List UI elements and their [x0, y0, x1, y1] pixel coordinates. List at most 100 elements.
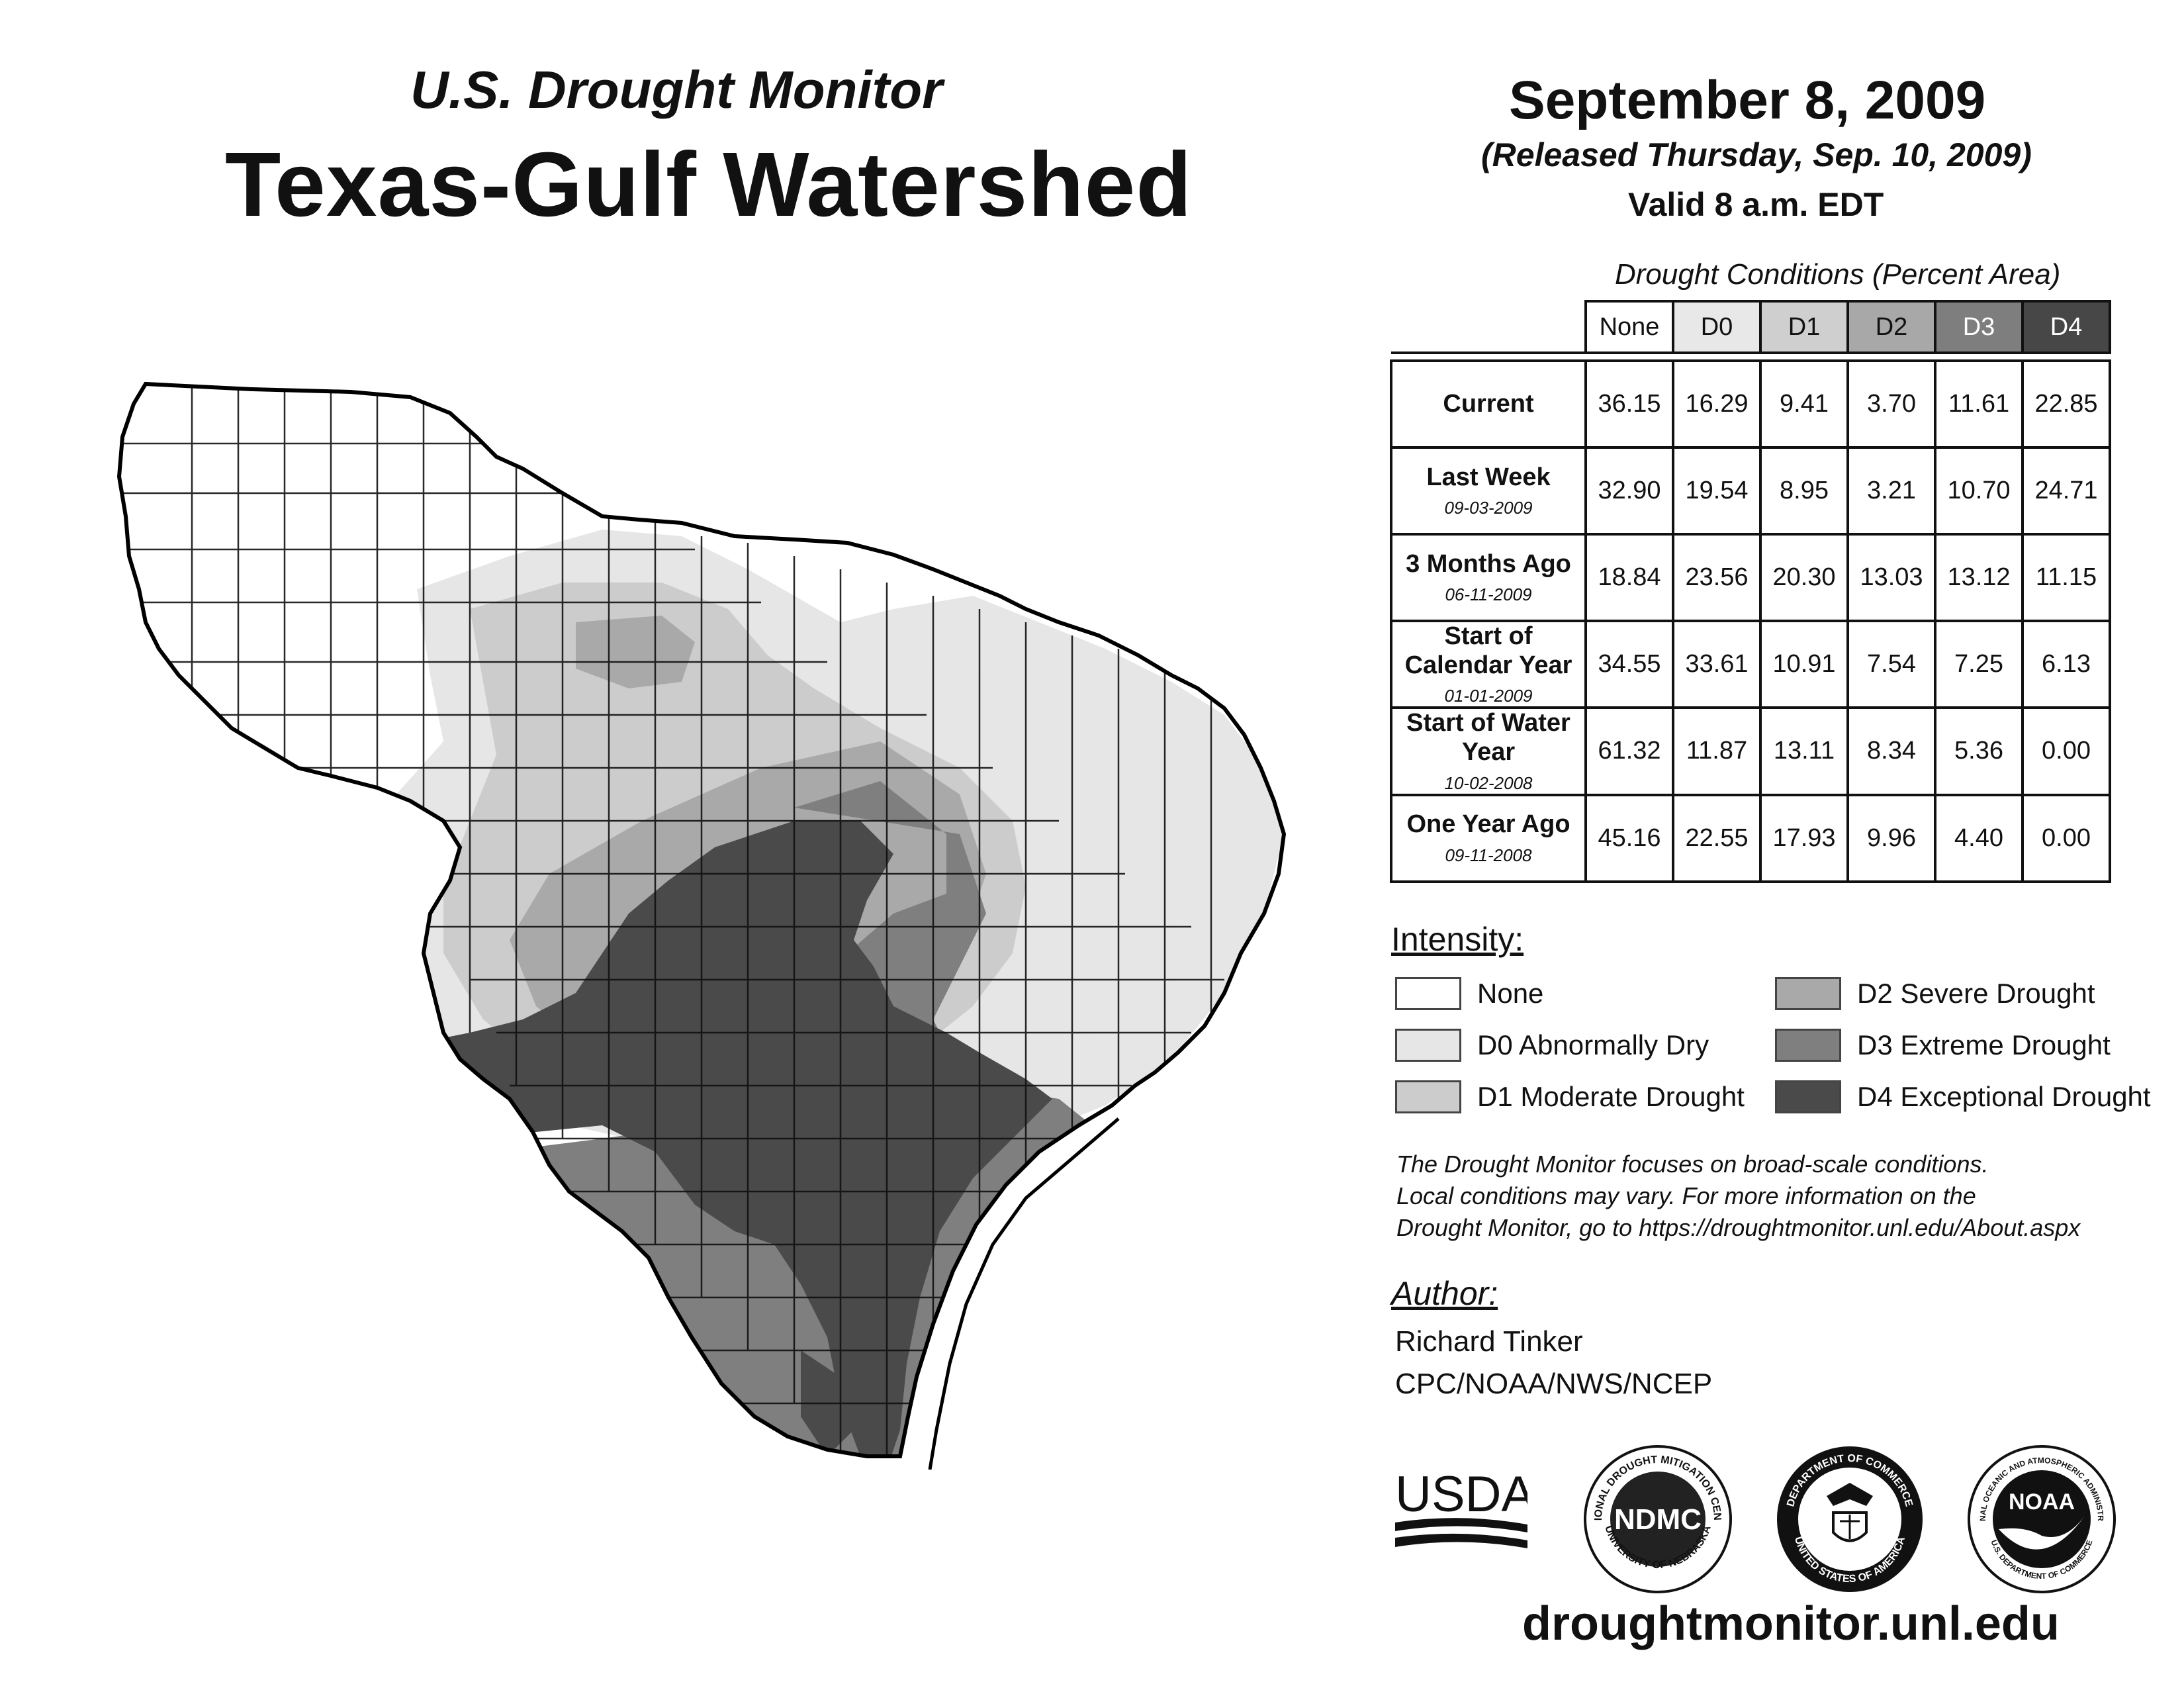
conditions-table: None D0 D1 D2 D3 D4 Current 36.15 16.29 … — [1390, 300, 2111, 883]
cell-value: 18.84 — [1584, 533, 1674, 622]
cell-value: 10.91 — [1759, 619, 1849, 710]
cell-value: 13.11 — [1759, 706, 1849, 796]
row-label: 3 Months Ago 06-11-2009 — [1390, 533, 1587, 622]
cell-value: 5.36 — [1934, 706, 2024, 796]
site-url[interactable]: droughtmonitor.unl.edu — [1522, 1597, 2060, 1650]
col-none: None — [1584, 300, 1674, 354]
row-label: Last Week 09-03-2009 — [1390, 446, 1587, 536]
row-date: 10-02-2008 — [1444, 773, 1533, 793]
row-label: Start of Calendar Year 01-01-2009 — [1390, 619, 1587, 710]
cell-value: 3.70 — [1846, 359, 1936, 449]
table-row: Current 36.15 16.29 9.41 3.70 11.61 22.8… — [1390, 359, 2111, 449]
cell-value: 22.85 — [2021, 359, 2111, 449]
valid-date: September 8, 2009 — [1509, 70, 1986, 130]
cell-value: 0.00 — [2021, 793, 2111, 883]
cell-value: 13.03 — [1846, 533, 1936, 622]
cell-value: 9.96 — [1846, 793, 1936, 883]
legend-swatch — [1775, 977, 1841, 1010]
row-date: 06-11-2009 — [1445, 585, 1532, 605]
legend-label: D2 Severe Drought — [1857, 978, 2095, 1009]
legend-item-d3: D3 Extreme Drought — [1775, 1027, 2111, 1063]
row-date: 09-11-2008 — [1445, 845, 1532, 865]
cell-value: 45.16 — [1584, 793, 1674, 883]
release-date: (Released Thursday, Sep. 10, 2009) — [1481, 136, 2032, 173]
cell-value: 20.30 — [1759, 533, 1849, 622]
cell-value: 8.34 — [1846, 706, 1936, 796]
noaa-text: NOAA — [2009, 1489, 2075, 1515]
col-d1: D1 — [1759, 300, 1849, 354]
cell-value: 7.54 — [1846, 619, 1936, 710]
row-date: 01-01-2009 — [1444, 686, 1533, 706]
ndmc-logo: NATIONAL DROUGHT MITIGATION CENTER UNIVE… — [1582, 1443, 1732, 1593]
shield-icon — [1832, 1511, 1868, 1542]
cell-value: 22.55 — [1672, 793, 1762, 883]
eagle-icon — [1827, 1483, 1873, 1506]
legend-label: None — [1477, 978, 1544, 1009]
row-date: 09-03-2009 — [1444, 498, 1533, 518]
note-line: Drought Monitor, go to https://droughtmo… — [1396, 1214, 2081, 1241]
cell-value: 4.40 — [1934, 793, 2024, 883]
author-block: Richard Tinker CPC/NOAA/NWS/NCEP — [1395, 1321, 1712, 1405]
author-heading: Author: — [1391, 1275, 1498, 1312]
legend-item-d1: D1 Moderate Drought — [1395, 1079, 1745, 1115]
col-d2: D2 — [1846, 300, 1936, 354]
cell-value: 33.61 — [1672, 619, 1762, 710]
cell-value: 11.61 — [1934, 359, 2024, 449]
cell-value: 11.87 — [1672, 706, 1762, 796]
cell-value: 61.32 — [1584, 706, 1674, 796]
map-subtitle: U.S. Drought Monitor — [410, 60, 943, 119]
cell-value: 9.41 — [1759, 359, 1849, 449]
author-name: Richard Tinker — [1395, 1325, 1583, 1358]
cell-value: 34.55 — [1584, 619, 1674, 710]
legend-item-none: None — [1395, 976, 1543, 1011]
usda-text: USDA — [1395, 1466, 1527, 1523]
table-header-row: None D0 D1 D2 D3 D4 — [1391, 300, 2111, 354]
legend-item-d0: D0 Abnormally Dry — [1395, 1027, 1709, 1063]
legend-swatch — [1775, 1029, 1841, 1062]
legend-label: D1 Moderate Drought — [1477, 1081, 1745, 1112]
legend-label: D4 Exceptional Drought — [1857, 1081, 2151, 1112]
legend-swatch — [1395, 977, 1461, 1010]
doc-seal-logo: DEPARTMENT OF COMMERCE UNITED STATES OF … — [1777, 1446, 1923, 1592]
cell-value: 16.29 — [1672, 359, 1762, 449]
table-row: Start of Calendar Year 01-01-2009 34.55 3… — [1390, 619, 2111, 710]
col-d0: D0 — [1672, 300, 1762, 354]
note-line: Local conditions may vary. For more info… — [1396, 1182, 1976, 1209]
row-label: One Year Ago 09-11-2008 — [1390, 793, 1587, 883]
cell-value: 36.15 — [1584, 359, 1674, 449]
legend-item-d2: D2 Severe Drought — [1775, 976, 2095, 1011]
row-label: Start of Water Year 10-02-2008 — [1390, 706, 1587, 796]
author-org: CPC/NOAA/NWS/NCEP — [1395, 1368, 1713, 1400]
legend-swatch — [1395, 1029, 1461, 1062]
table-row: One Year Ago 09-11-2008 45.16 22.55 17.93… — [1390, 793, 2111, 883]
cell-value: 23.56 — [1672, 533, 1762, 622]
cell-value: 24.71 — [2021, 446, 2111, 536]
ndmc-text: NDMC — [1614, 1503, 1702, 1536]
cell-value: 0.00 — [2021, 706, 2111, 796]
legend-label: D3 Extreme Drought — [1857, 1029, 2111, 1060]
cell-value: 7.25 — [1934, 619, 2024, 710]
legend-label: D0 Abnormally Dry — [1477, 1029, 1709, 1060]
coastline — [928, 1117, 1120, 1470]
table-row: Last Week 09-03-2009 32.90 19.54 8.95 3.2… — [1390, 446, 2111, 536]
cell-value: 32.90 — [1584, 446, 1674, 536]
noaa-logo: NATIONAL OCEANIC AND ATMOSPHERIC ADMINIS… — [1966, 1443, 2116, 1593]
conditions-table-title: Drought Conditions (Percent Area) — [1615, 258, 2061, 291]
cell-value: 17.93 — [1759, 793, 1849, 883]
table-corner — [1391, 301, 1587, 354]
valid-time: Valid 8 a.m. EDT — [1628, 186, 1884, 223]
cell-value: 13.12 — [1934, 533, 2024, 622]
table-row: Start of Water Year 10-02-2008 61.32 11.8… — [1390, 706, 2111, 796]
cell-value: 10.70 — [1934, 446, 2024, 536]
noaa-bird-icon — [1999, 1516, 2085, 1550]
col-d4: D4 — [2021, 300, 2111, 354]
cell-value: 3.21 — [1846, 446, 1936, 536]
legend-swatch — [1395, 1080, 1461, 1113]
note-line: The Drought Monitor focuses on broad-sca… — [1396, 1150, 1989, 1178]
table-gap — [1391, 352, 2110, 362]
usda-logo: USDA — [1395, 1466, 1527, 1548]
legend-heading: Intensity: — [1391, 921, 1524, 958]
row-label: Current — [1390, 359, 1587, 449]
col-d3: D3 — [1934, 300, 2024, 354]
cell-value: 11.15 — [2021, 533, 2111, 622]
